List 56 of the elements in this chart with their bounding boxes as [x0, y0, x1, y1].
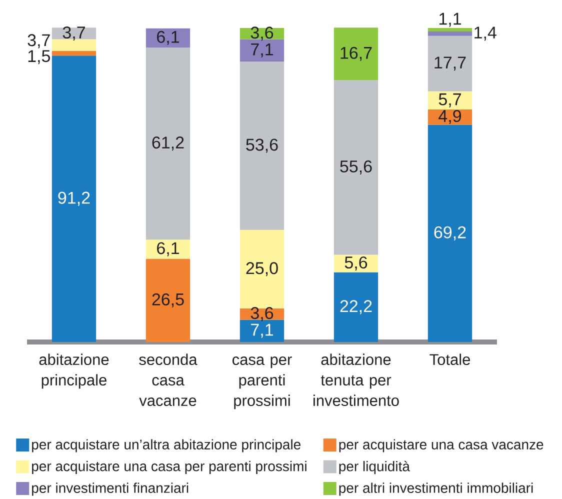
data-label: 7,1 — [251, 324, 273, 338]
data-label: 91,2 — [58, 192, 90, 206]
data-label: 3,7 — [62, 26, 85, 41]
data-label: 69,2 — [434, 226, 466, 240]
bar — [240, 62, 284, 230]
x-tick-label: abitazione tenuta per investimento — [314, 354, 399, 406]
bar — [334, 254, 378, 272]
bar — [240, 39, 284, 62]
data-label: 61,2 — [152, 136, 184, 151]
bar — [52, 56, 96, 342]
data-label: 4,9 — [438, 110, 462, 124]
bar — [334, 80, 378, 255]
bar — [146, 258, 190, 342]
legend-label: per acquistare una casa per parenti prossimi — [32, 460, 306, 474]
bar — [146, 28, 190, 48]
data-label: 5,6 — [344, 256, 368, 271]
bar — [146, 47, 190, 240]
data-label: 17,7 — [434, 56, 466, 71]
legend-label: per liquidità — [339, 460, 410, 474]
bar — [428, 36, 472, 92]
bar — [52, 50, 96, 56]
bar — [52, 28, 96, 40]
data-label: 1,1 — [439, 12, 461, 27]
data-label: 53,6 — [246, 138, 278, 153]
legend-label: per acquistare un’altra abitazione principale — [32, 439, 301, 452]
bar — [52, 39, 96, 51]
data-label: 1,4 — [474, 26, 496, 41]
legend-label: per acquistare una casa vacanze — [339, 439, 544, 452]
bar — [146, 240, 190, 259]
legend-label: per investimenti finanziari — [32, 482, 188, 496]
data-label: 6,1 — [157, 30, 179, 45]
bar — [428, 91, 472, 110]
data-label: 3,7 — [28, 34, 50, 48]
bar — [240, 320, 284, 342]
x-tick-label: abitazione principale — [39, 354, 109, 389]
bar — [428, 124, 472, 342]
bar — [428, 31, 472, 36]
data-label: 1,5 — [28, 50, 50, 64]
data-label: 16,7 — [340, 46, 372, 61]
bar — [334, 272, 378, 342]
data-label: 6,1 — [157, 242, 179, 256]
bar — [334, 28, 378, 80]
x-tick-label: seconda casa vacanze — [139, 354, 198, 406]
data-label: 3,6 — [250, 26, 274, 41]
data-label: 7,1 — [251, 44, 273, 58]
data-label: 26,5 — [152, 293, 184, 308]
data-label: 5,7 — [438, 93, 461, 108]
bar — [428, 28, 472, 32]
data-label: 22,2 — [340, 300, 372, 314]
data-label: 3,6 — [250, 307, 274, 322]
data-label: 55,6 — [340, 160, 372, 174]
data-label: 25,0 — [246, 262, 278, 276]
x-tick-label: casa per parenti prossimi — [232, 356, 292, 410]
x-tick-label: Totale — [430, 354, 470, 366]
bar — [240, 230, 284, 308]
legend-label: per altri investimenti immobiliari — [339, 482, 533, 496]
